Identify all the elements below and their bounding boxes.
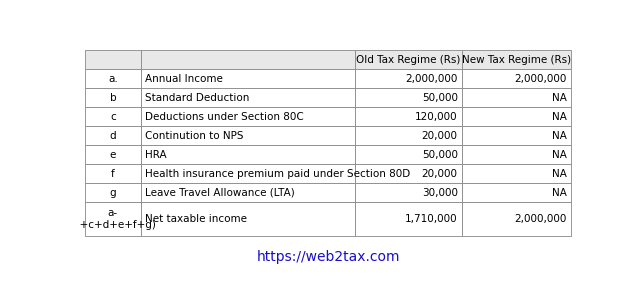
Bar bbox=[461, 126, 571, 145]
Bar bbox=[355, 145, 461, 164]
Bar bbox=[85, 88, 141, 107]
Bar bbox=[141, 126, 355, 145]
Text: NA: NA bbox=[552, 188, 567, 198]
Bar bbox=[141, 88, 355, 107]
Bar bbox=[461, 164, 571, 183]
Text: b: b bbox=[109, 93, 116, 103]
Text: 2,000,000: 2,000,000 bbox=[405, 74, 458, 84]
Text: f: f bbox=[111, 169, 115, 178]
Bar bbox=[85, 164, 141, 183]
Bar bbox=[461, 145, 571, 164]
Bar bbox=[85, 107, 141, 126]
Text: Deductions under Section 80C: Deductions under Section 80C bbox=[145, 112, 303, 122]
Text: Continution to NPS: Continution to NPS bbox=[145, 131, 243, 141]
Bar bbox=[141, 202, 355, 236]
Bar bbox=[461, 202, 571, 236]
Text: Annual Income: Annual Income bbox=[145, 74, 223, 84]
Text: 20,000: 20,000 bbox=[422, 169, 458, 178]
Text: 50,000: 50,000 bbox=[422, 149, 458, 159]
Text: d: d bbox=[109, 131, 116, 141]
Bar bbox=[141, 69, 355, 88]
Text: 2,000,000: 2,000,000 bbox=[515, 74, 567, 84]
Bar bbox=[461, 88, 571, 107]
Text: g: g bbox=[109, 188, 116, 198]
Text: Net taxable income: Net taxable income bbox=[145, 214, 247, 224]
Bar bbox=[141, 164, 355, 183]
Text: 2,000,000: 2,000,000 bbox=[515, 214, 567, 224]
Bar bbox=[85, 50, 141, 69]
Text: Health insurance premium paid under Section 80D: Health insurance premium paid under Sect… bbox=[145, 169, 410, 178]
Text: a.: a. bbox=[108, 74, 118, 84]
Text: Old Tax Regime (Rs): Old Tax Regime (Rs) bbox=[356, 55, 460, 65]
Text: c: c bbox=[110, 112, 116, 122]
Bar bbox=[355, 164, 461, 183]
Bar bbox=[355, 88, 461, 107]
Bar bbox=[461, 107, 571, 126]
Text: 1,710,000: 1,710,000 bbox=[405, 214, 458, 224]
Text: Standard Deduction: Standard Deduction bbox=[145, 93, 249, 103]
Text: Leave Travel Allowance (LTA): Leave Travel Allowance (LTA) bbox=[145, 188, 294, 198]
Text: NA: NA bbox=[552, 169, 567, 178]
Text: 30,000: 30,000 bbox=[422, 188, 458, 198]
Text: 50,000: 50,000 bbox=[422, 93, 458, 103]
Text: NA: NA bbox=[552, 93, 567, 103]
Text: NA: NA bbox=[552, 149, 567, 159]
Text: HRA: HRA bbox=[145, 149, 166, 159]
Bar bbox=[141, 50, 355, 69]
Bar bbox=[141, 183, 355, 202]
Bar bbox=[85, 69, 141, 88]
Bar bbox=[85, 202, 141, 236]
Bar bbox=[355, 202, 461, 236]
Bar bbox=[85, 145, 141, 164]
Bar bbox=[355, 183, 461, 202]
Text: 20,000: 20,000 bbox=[422, 131, 458, 141]
Text: New Tax Regime (Rs): New Tax Regime (Rs) bbox=[462, 55, 571, 65]
Bar bbox=[461, 69, 571, 88]
Text: https://web2tax.com: https://web2tax.com bbox=[256, 250, 400, 264]
Bar bbox=[355, 126, 461, 145]
Text: a-
(b+c+d+e+f+g): a- (b+c+d+e+f+g) bbox=[70, 208, 156, 230]
Bar bbox=[85, 183, 141, 202]
Bar bbox=[355, 50, 461, 69]
Bar bbox=[461, 183, 571, 202]
Bar bbox=[355, 69, 461, 88]
Bar bbox=[355, 107, 461, 126]
Text: NA: NA bbox=[552, 112, 567, 122]
Bar bbox=[85, 126, 141, 145]
Bar bbox=[461, 50, 571, 69]
Bar bbox=[141, 107, 355, 126]
Text: NA: NA bbox=[552, 131, 567, 141]
Text: e: e bbox=[109, 149, 116, 159]
Text: 120,000: 120,000 bbox=[415, 112, 458, 122]
Bar bbox=[141, 145, 355, 164]
